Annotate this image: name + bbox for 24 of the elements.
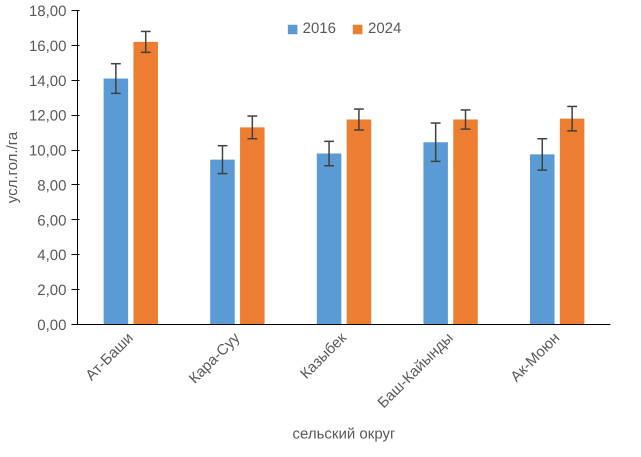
bar — [240, 127, 265, 324]
bar — [104, 78, 128, 324]
y-axis-title: усл.гол./га — [4, 131, 21, 204]
y-tick-label: 8,00 — [37, 177, 67, 194]
bar — [346, 120, 372, 324]
y-tick-label: 6,00 — [37, 212, 67, 230]
x-axis-title: сельский округ — [292, 426, 396, 443]
bar — [453, 120, 478, 324]
y-tick-label: 10,00 — [28, 142, 67, 160]
bar — [133, 42, 158, 324]
y-tick-label: 12,00 — [28, 108, 67, 125]
y-tick-label: 0,00 — [37, 317, 67, 334]
bar — [530, 154, 555, 324]
bar — [560, 118, 584, 324]
legend-label: 2016 — [302, 20, 336, 37]
bar — [210, 160, 235, 324]
y-tick-label: 14,00 — [28, 72, 67, 90]
bar — [316, 154, 342, 324]
bar — [423, 142, 448, 324]
legend-label: 2024 — [368, 20, 402, 37]
y-tick-label: 4,00 — [37, 247, 67, 264]
y-tick-label: 2,00 — [37, 282, 67, 300]
y-tick-label: 16,00 — [28, 38, 67, 55]
y-tick-label: 18,00 — [28, 3, 67, 20]
